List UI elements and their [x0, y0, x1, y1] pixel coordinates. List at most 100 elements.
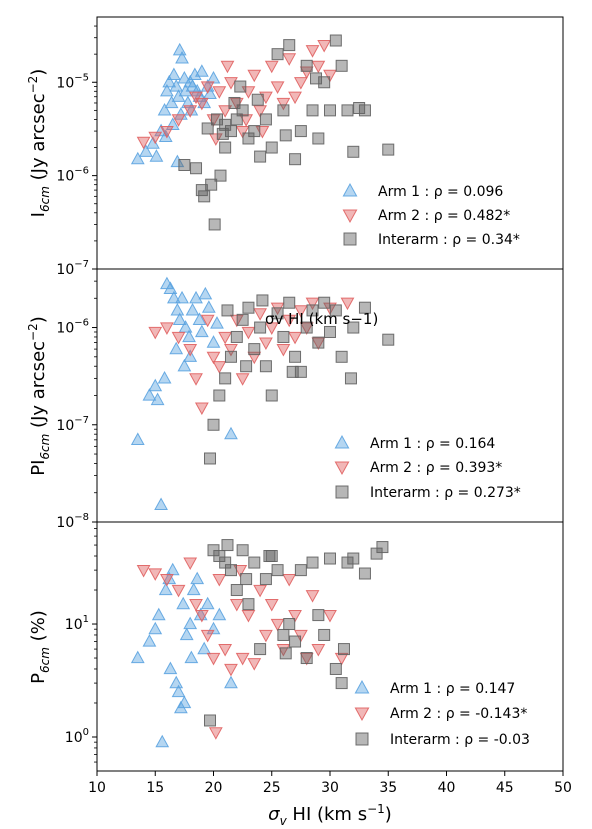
point-0-2-24: [318, 76, 331, 89]
point-1-0-10: [175, 290, 189, 304]
point-2-2-26: [358, 567, 371, 580]
point-2-1-25: [299, 652, 314, 666]
point-0-0-12: [172, 42, 187, 56]
point-1-2-3: [219, 372, 232, 385]
point-2-2-12: [271, 564, 284, 577]
point-2-2-14: [283, 618, 296, 631]
ytick-label-0-1: 10−6: [56, 166, 89, 185]
ylabel-bottom-main: P: [28, 673, 49, 684]
point-1-2-10: [259, 360, 272, 373]
point-0-0-31: [203, 86, 217, 100]
ylabel-bottom-sub: 6cm: [38, 647, 52, 673]
point-1-1-4: [189, 373, 203, 386]
point-1-1-12: [235, 373, 250, 386]
point-0-2-34: [234, 80, 247, 93]
point-2-0-8: [169, 675, 184, 689]
point-2-1-27: [311, 643, 326, 657]
point-0-1-6: [194, 97, 209, 111]
point-0-2-14: [259, 113, 272, 126]
point-2-1-3: [171, 584, 186, 598]
point-1-0-9: [172, 312, 187, 325]
ylabel-top-sup: −2: [26, 76, 40, 94]
point-0-1-28: [323, 69, 337, 83]
legend-marker-0-1: [342, 209, 358, 223]
point-0-2-26: [329, 34, 342, 47]
point-2-1-14: [235, 652, 250, 666]
point-0-2-40: [310, 72, 323, 85]
point-2-2-20: [318, 628, 331, 641]
legend-marker-2-2: [355, 732, 369, 746]
ytick-label-0-2: 10−5: [56, 72, 89, 91]
ylabel-bottom: P6cm (%): [28, 610, 52, 684]
point-1-2-12: [271, 307, 284, 320]
point-2-2-23: [335, 677, 348, 690]
xtick-label-8: 50: [554, 780, 572, 796]
point-2-1-8: [206, 652, 221, 666]
point-2-1-13: [229, 599, 244, 612]
point-2-0-21: [224, 675, 238, 689]
point-1-1-2: [171, 331, 186, 345]
legend-label-2-2: Interarm : ρ = -0.03: [390, 732, 530, 748]
point-2-2-6: [236, 544, 249, 557]
point-1-1-18: [270, 302, 285, 316]
point-2-2-31: [279, 647, 292, 660]
point-0-0-1: [139, 144, 153, 157]
point-0-0-25: [206, 70, 221, 84]
ylabel-top-close: ): [28, 69, 49, 76]
point-0-0-3: [149, 149, 164, 162]
point-1-1-24: [305, 297, 320, 311]
point-1-0-15: [192, 312, 207, 325]
xtick-label-2: 20: [205, 780, 223, 796]
point-0-1-27: [317, 39, 332, 53]
point-1-0-4: [157, 370, 172, 384]
point-2-2-21: [324, 552, 336, 565]
point-0-0-0: [130, 151, 145, 165]
point-1-1-7: [206, 351, 221, 365]
point-2-0-0: [130, 650, 145, 664]
point-2-2-22: [329, 662, 342, 675]
point-1-1-1: [160, 322, 174, 335]
point-0-0-20: [190, 83, 205, 97]
point-0-0-8: [164, 95, 179, 109]
point-2-0-20: [212, 607, 227, 621]
point-0-1-22: [288, 91, 302, 105]
point-2-0-4: [155, 734, 170, 748]
point-2-1-20: [270, 618, 285, 632]
point-1-2-16: [294, 365, 307, 378]
point-0-2-4: [205, 178, 218, 191]
point-1-0-20: [210, 316, 224, 329]
point-2-2-10: [259, 573, 272, 586]
point-2-2-29: [221, 539, 234, 552]
point-0-1-11: [224, 77, 238, 90]
point-2-1-4: [183, 557, 198, 570]
legend-label-0-2: Interarm : ρ = 0.34*: [378, 232, 520, 248]
point-1-1-10: [224, 343, 238, 357]
point-1-1-19: [276, 343, 291, 357]
point-1-0-3: [154, 497, 168, 510]
point-2-0-17: [197, 641, 212, 655]
point-1-1-22: [293, 305, 308, 318]
point-1-0-21: [224, 426, 238, 440]
point-1-2-1: [207, 418, 220, 431]
point-1-2-30: [344, 372, 357, 385]
point-1-2-13: [277, 330, 290, 343]
point-1-2-15: [289, 350, 302, 363]
legend-label-1-1: Arm 2 : ρ = 0.393*: [370, 460, 502, 476]
point-1-0-18: [201, 300, 216, 313]
point-2-1-29: [334, 652, 349, 666]
ytick-label-1-2: 10−6: [56, 318, 89, 337]
point-1-0-2: [148, 378, 163, 392]
point-0-1-18: [264, 60, 279, 74]
point-0-1-13: [235, 125, 250, 139]
point-1-2-26: [382, 333, 395, 346]
point-2-1-2: [160, 573, 174, 587]
point-2-2-0: [204, 714, 217, 727]
xtick-label-1: 15: [146, 780, 164, 796]
point-2-2-4: [224, 564, 237, 577]
point-1-1-9: [218, 331, 233, 345]
legend-marker-1-1: [334, 461, 350, 475]
point-2-1-12: [224, 663, 238, 677]
ylabel-middle-rest: (Jy arcsec: [28, 341, 49, 434]
point-2-1-19: [264, 599, 279, 612]
